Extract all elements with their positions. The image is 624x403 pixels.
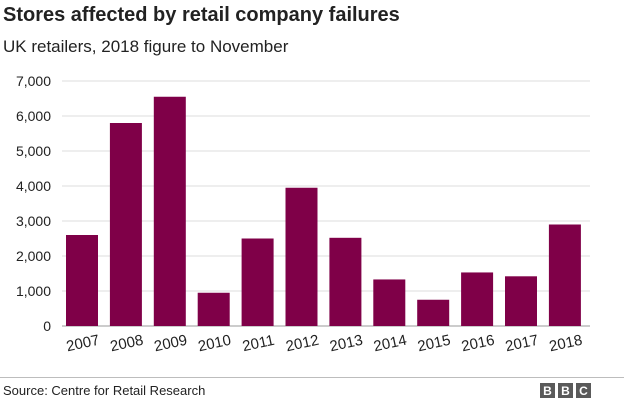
x-tick-label: 2014 — [372, 332, 408, 356]
bar-2014 — [373, 279, 406, 326]
bbc-logo-letter: C — [576, 383, 591, 398]
bar-2009 — [153, 96, 186, 326]
x-tick-label: 2013 — [328, 332, 364, 356]
bars — [66, 96, 581, 326]
bar-2011 — [241, 238, 274, 326]
y-tick-label: 6,000 — [16, 108, 51, 124]
bar-chart: 0 1,000 2,000 3,000 4,000 5,000 6,000 7,000 200… — [16, 73, 590, 356]
bar-2010 — [197, 292, 230, 326]
x-tick-label: 2009 — [153, 332, 189, 356]
x-tick-label: 2018 — [548, 332, 584, 356]
x-tick-label: 2015 — [416, 332, 452, 356]
x-tick-label: 2008 — [109, 332, 145, 356]
bar-2007 — [66, 235, 98, 326]
y-tick-label: 1,000 — [16, 283, 51, 299]
bar-2018 — [548, 224, 581, 326]
y-tick-label: 0 — [43, 318, 51, 334]
bar-2015 — [417, 299, 450, 326]
bar-2013 — [329, 237, 362, 326]
bar-2016 — [461, 272, 494, 326]
y-tick-label: 7,000 — [16, 73, 51, 89]
gridlines — [62, 80, 590, 327]
bar-2012 — [285, 187, 318, 326]
footer-divider — [0, 377, 624, 378]
x-tick-label: 2016 — [460, 332, 496, 356]
bar-2017 — [505, 276, 537, 326]
bbc-logo-letter: B — [558, 383, 573, 398]
chart-subtitle: UK retailers, 2018 figure to November — [3, 37, 289, 56]
x-tick-label: 2017 — [504, 332, 540, 356]
x-tick-label: 2007 — [65, 332, 101, 356]
y-tick-label: 4,000 — [16, 178, 51, 194]
x-axis: 2007 2008 2009 2010 2011 2012 2013 2014 2015 2016… — [65, 332, 584, 356]
bbc-logo-letter: B — [540, 383, 555, 398]
bar-2008 — [109, 123, 142, 326]
bbc-logo: B B C — [540, 383, 591, 398]
y-tick-label: 2,000 — [16, 248, 51, 264]
x-tick-label: 2012 — [284, 332, 320, 356]
y-axis: 0 1,000 2,000 3,000 4,000 5,000 6,000 7,000 — [16, 73, 51, 334]
chart-title: Stores affected by retail company failur… — [3, 4, 400, 26]
y-tick-label: 5,000 — [16, 143, 51, 159]
source-note: Source: Centre for Retail Research — [3, 383, 206, 398]
y-tick-label: 3,000 — [16, 213, 51, 229]
x-tick-label: 2010 — [197, 332, 233, 356]
x-tick-label: 2011 — [241, 332, 276, 355]
